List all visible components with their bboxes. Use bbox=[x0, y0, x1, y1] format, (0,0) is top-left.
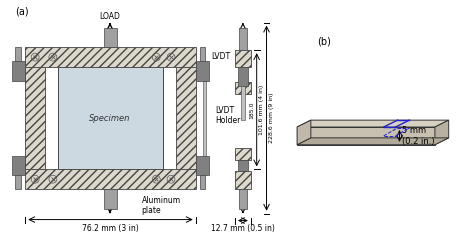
Bar bbox=[235, 148, 251, 160]
Text: LOAD: LOAD bbox=[100, 12, 120, 21]
Text: 185.0: 185.0 bbox=[250, 102, 255, 119]
Text: (a): (a) bbox=[16, 7, 29, 17]
Polygon shape bbox=[297, 120, 449, 127]
Polygon shape bbox=[435, 120, 449, 145]
Bar bbox=[200, 47, 206, 61]
Text: Specimen: Specimen bbox=[89, 114, 131, 123]
Text: 228.6 mm (9 in): 228.6 mm (9 in) bbox=[268, 93, 273, 143]
Bar bbox=[241, 86, 245, 120]
Bar bbox=[235, 50, 251, 67]
Text: LVDT: LVDT bbox=[211, 52, 230, 61]
Text: 101.6 mm (4 in): 101.6 mm (4 in) bbox=[259, 85, 264, 135]
Bar bbox=[239, 189, 247, 209]
Bar bbox=[11, 156, 25, 175]
Bar bbox=[104, 189, 117, 209]
Bar bbox=[196, 156, 210, 175]
Text: Aluminum
plate: Aluminum plate bbox=[142, 196, 181, 215]
Polygon shape bbox=[297, 127, 435, 145]
Bar bbox=[25, 67, 45, 169]
Polygon shape bbox=[297, 138, 449, 145]
Text: 5 mm
(0.2 in.): 5 mm (0.2 in.) bbox=[402, 126, 435, 145]
Bar bbox=[202, 81, 207, 156]
Bar bbox=[25, 47, 196, 67]
Bar bbox=[16, 47, 21, 61]
Text: (b): (b) bbox=[317, 36, 331, 47]
Bar bbox=[238, 67, 248, 86]
Bar bbox=[25, 169, 196, 189]
Bar bbox=[11, 61, 25, 81]
Bar bbox=[16, 175, 21, 189]
Bar bbox=[104, 27, 117, 47]
Text: 76.2 mm (3 in): 76.2 mm (3 in) bbox=[82, 223, 138, 232]
Bar bbox=[200, 175, 206, 189]
Bar bbox=[176, 67, 196, 169]
Bar bbox=[235, 82, 251, 94]
Bar bbox=[58, 67, 163, 169]
Polygon shape bbox=[297, 120, 311, 145]
Text: 12.7 mm (0.5 in): 12.7 mm (0.5 in) bbox=[211, 224, 275, 234]
Bar bbox=[235, 171, 251, 189]
Bar bbox=[238, 160, 248, 171]
Bar bbox=[196, 61, 210, 81]
Bar bbox=[239, 27, 247, 50]
Text: LVDT
Holder: LVDT Holder bbox=[215, 106, 241, 125]
